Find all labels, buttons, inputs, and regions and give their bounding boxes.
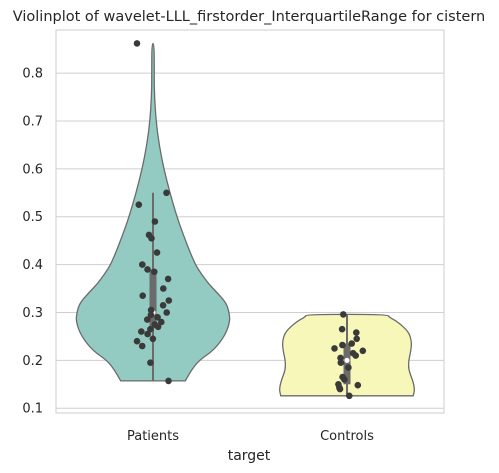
- chart-title: Violinplot of wavelet-LLL_firstorder_Int…: [13, 9, 485, 25]
- data-point: [144, 266, 151, 273]
- violins: [75, 40, 415, 400]
- data-point: [144, 330, 151, 338]
- data-point: [165, 297, 173, 304]
- data-point: [346, 392, 353, 400]
- data-point: [148, 235, 155, 242]
- y-tick-label: 0.3: [22, 306, 43, 321]
- data-point: [154, 323, 162, 331]
- data-point: [337, 359, 345, 367]
- y-tick-label: 0.6: [22, 162, 43, 177]
- violin-iqr-box: [149, 269, 157, 329]
- y-tick-label: 0.8: [22, 67, 43, 82]
- data-point: [337, 354, 344, 362]
- y-tick-label: 0.2: [22, 354, 43, 369]
- y-tick-label: 0.7: [22, 114, 43, 129]
- data-point: [165, 377, 172, 385]
- data-point: [138, 342, 146, 350]
- data-point: [348, 340, 356, 347]
- data-point: [138, 328, 145, 335]
- data-point: [151, 268, 158, 276]
- x-axis-label: target: [228, 448, 271, 464]
- data-point: [147, 325, 154, 333]
- data-point: [153, 249, 161, 256]
- y-tick-label: 0.5: [22, 210, 43, 225]
- y-tick-labels: 0.1 0.2 0.3 0.4 0.5 0.6 0.7 0.8: [22, 67, 43, 417]
- violin-iqr-box: [343, 343, 351, 385]
- y-tick-label: 0.1: [22, 402, 43, 417]
- data-point: [133, 40, 141, 47]
- data-point: [147, 311, 155, 319]
- x-tick-labels: Patients Controls: [127, 429, 374, 444]
- data-point: [359, 347, 367, 355]
- data-point: [133, 337, 141, 345]
- data-point: [160, 285, 167, 292]
- data-point: [340, 311, 347, 318]
- data-point: [154, 314, 161, 321]
- data-point: [163, 189, 170, 197]
- violin-controls: [279, 311, 415, 400]
- data-point: [139, 292, 146, 300]
- data-point: [331, 345, 338, 352]
- data-point: [352, 352, 360, 359]
- data-point: [353, 335, 361, 343]
- data-point: [147, 306, 155, 314]
- data-point: [336, 385, 344, 393]
- data-point: [339, 341, 346, 349]
- data-point: [147, 359, 154, 367]
- data-point: [159, 302, 167, 309]
- data-point: [163, 309, 170, 316]
- x-tick-label: Controls: [320, 429, 374, 444]
- data-point: [338, 325, 346, 333]
- data-point: [158, 318, 165, 326]
- data-point: [151, 218, 159, 225]
- data-point: [135, 201, 143, 208]
- data-point: [149, 335, 157, 343]
- data-point: [164, 275, 172, 283]
- x-tick-label: Patients: [127, 429, 179, 444]
- data-point: [139, 261, 146, 268]
- data-point: [345, 364, 352, 371]
- data-point: [353, 329, 360, 336]
- data-point: [354, 381, 362, 389]
- violin-patients: [75, 40, 231, 385]
- data-point: [144, 316, 151, 323]
- violin-median: [344, 357, 350, 363]
- data-point: [341, 376, 348, 383]
- y-tick-label: 0.4: [22, 258, 43, 273]
